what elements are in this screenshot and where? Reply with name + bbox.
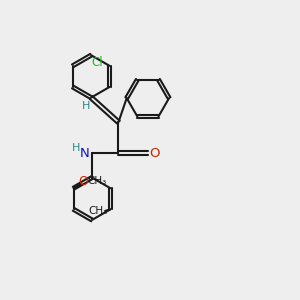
Text: N: N: [80, 147, 89, 160]
Text: O: O: [78, 175, 88, 188]
Text: CH₃: CH₃: [88, 206, 107, 216]
Text: O: O: [149, 147, 160, 160]
Text: Cl: Cl: [91, 56, 103, 69]
Text: CH₃: CH₃: [88, 176, 107, 186]
Text: H: H: [82, 101, 90, 111]
Text: H: H: [72, 143, 80, 153]
